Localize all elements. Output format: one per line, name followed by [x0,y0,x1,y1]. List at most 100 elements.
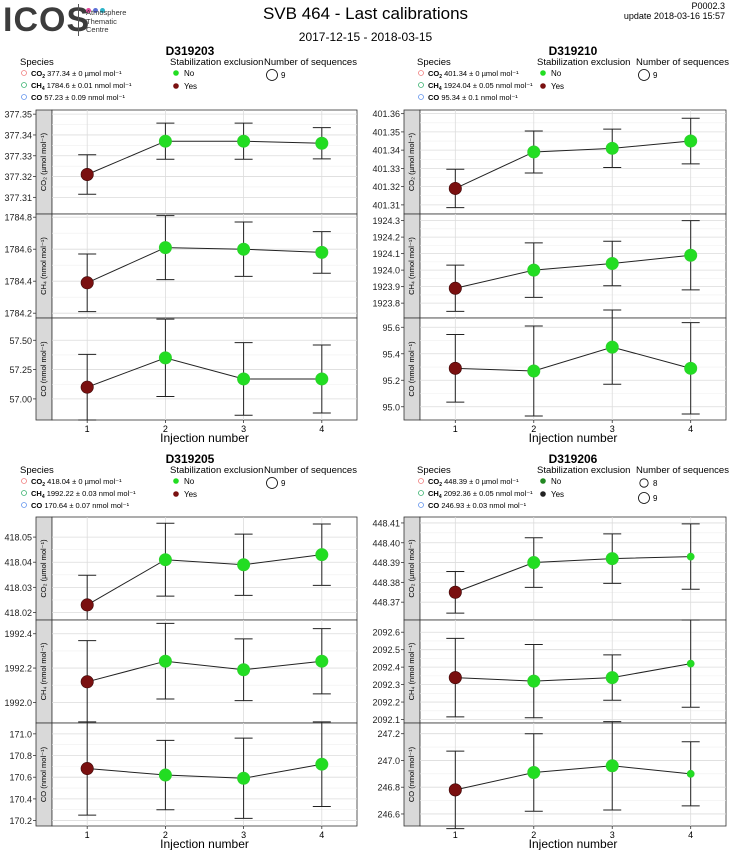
panel-strip-label: CO₂ (µmol mol⁻¹) [407,132,416,191]
panel-strip-label: CO (nmol mol⁻¹) [39,746,48,802]
series-line [87,357,322,388]
legend-nseq-label: 8 [653,479,658,488]
panel: CH₄ (nmol mol⁻¹) 2092.1 2092.2 2092.3 2092.4… [372,619,727,725]
series-line [86,247,322,284]
y-tick-label: 247.2 [377,729,400,739]
y-tick-label: 95.6 [382,323,400,333]
legend-species-title: Species [417,57,451,68]
data-point [605,257,619,271]
y-tick-label: 377.35 [4,110,32,120]
y-tick-label: 448.38 [372,578,400,588]
data-point [237,558,251,572]
legend-species-title: Species [417,465,451,476]
legend-nseq-title: Number of sequences [264,465,357,476]
legend-stab-yes-marker [540,491,546,497]
x-tick-label: 3 [610,424,615,434]
legend-stab-no-marker [173,70,179,76]
y-tick-label: 95.2 [382,376,400,386]
y-tick-label: 170.4 [9,794,32,804]
y-tick-label: 377.32 [4,172,32,182]
panel: CO₂ (µmol mol⁻¹) 448.37 448.38 448.39 448.40… [372,516,727,621]
panel-strip-label: CO₂ (µmol mol⁻¹) [407,539,416,598]
x-tick-label: 1 [453,830,458,840]
legend-nseq-marker [638,492,650,504]
legend-species-marker [21,70,27,76]
panel-strip-label: CO (nmol mol⁻¹) [407,746,416,802]
y-tick-label: 2092.2 [372,698,400,708]
legend-species-label: CH4 1924.04 ± 0.05 nmol mol⁻¹ [428,81,533,92]
x-tick-label: 1 [85,830,90,840]
panel-background [51,109,358,215]
logo-divider [78,4,79,36]
data-point [315,654,329,668]
panel-background [51,516,358,621]
data-point [237,242,251,256]
panel-strip-label: CH₄ (nmol mol⁻¹) [407,642,416,700]
update-timestamp: update 2018-03-16 15:57 [623,11,725,21]
panel-strip-label: CH₄ (nmol mol⁻¹) [39,642,48,700]
y-tick-label: 246.8 [377,783,400,793]
legend-stab-title: Stabilization exclusion [170,57,263,68]
logo-dot [86,8,91,13]
legend-species-label: CO 170.64 ± 0.07 nmol mol⁻¹ [31,501,130,510]
logo-subtitle-line: Thematic [86,16,117,26]
legend-stab-no-label: No [551,69,562,78]
data-point [448,585,462,599]
page-code-block: P0002.3 update 2018-03-16 15:57 [624,1,725,21]
y-tick-label: 1784.2 [4,309,32,319]
panel: CH₄ (nmol mol⁻¹) 1784.2 1784.4 1784.6 1784.8 [4,213,358,319]
data-point [237,663,251,677]
legend-species-title: Species [20,465,54,476]
y-tick-label: 1992.0 [4,698,32,708]
legend-nseq-marker [638,69,650,81]
legend-stab-no-marker [540,70,546,76]
data-point [684,134,698,148]
logo-dot [100,8,105,13]
panel: CO (nmol mol⁻¹) 95.0 95.2 95.4 95.6 [382,309,727,421]
legend-species-label: CO2 401.34 ± 0 µmol mol⁻¹ [428,69,519,80]
series-line [455,556,691,593]
legend-species-label: CO 246.93 ± 0.03 nmol mol⁻¹ [428,501,527,510]
panel-background [419,213,727,319]
y-tick-label: 448.37 [372,598,400,608]
data-point [80,762,94,776]
data-point [158,553,172,567]
x-tick-label: 2 [531,830,536,840]
panel-strip-label: CO (nmol mol⁻¹) [39,341,48,397]
date-range: 2017-12-15 - 2018-03-15 [298,30,433,44]
series-line [455,346,691,372]
data-point [527,145,541,159]
y-tick-label: 1784.6 [4,245,32,255]
series-line [455,254,691,289]
legend-stab-yes-label: Yes [551,82,564,91]
data-point [315,245,329,259]
data-point [80,276,94,290]
panel-background [419,722,727,827]
y-tick-label: 418.02 [4,608,32,618]
legend-species-marker [21,94,27,100]
x-tick-label: 1 [453,424,458,434]
data-point [158,134,172,148]
data-point [158,351,172,365]
series-line [455,765,691,791]
legend-stab-yes-label: Yes [184,82,197,91]
legend-nseq-marker [266,69,278,81]
legend-species-marker [21,82,27,88]
legend-stab-no-label: No [184,69,195,78]
legend-stab-no-label: No [551,477,562,486]
legend-stab-yes-label: Yes [551,490,564,499]
y-tick-label: 57.50 [9,336,32,346]
legend-nseq-label: 9 [653,494,658,503]
y-tick-label: 448.39 [372,558,400,568]
data-point [237,771,251,785]
legend-species-label: CO2 377.34 ± 0 µmol mol⁻¹ [31,69,122,80]
data-point [158,241,172,255]
panel: CO₂ (µmol mol⁻¹) 418.02 418.03 418.04 418.05 [4,516,358,636]
series-line [86,140,322,175]
data-point [80,380,94,394]
panel: CO (nmol mol⁻¹) 246.6 246.8 247.0 247.2 [377,721,727,830]
data-point [237,372,251,386]
